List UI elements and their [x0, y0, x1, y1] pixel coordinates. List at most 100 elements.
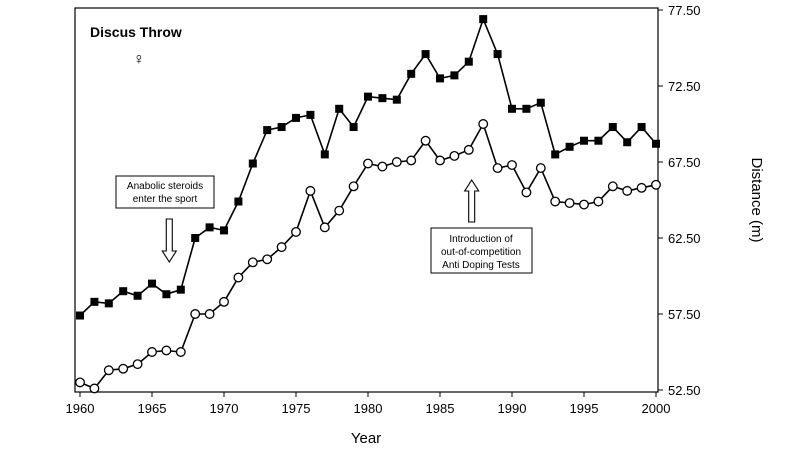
annotation-box	[430, 227, 533, 274]
x-tick-label: 1990	[498, 401, 527, 416]
series-2-point	[449, 150, 460, 161]
series-2-point	[391, 157, 402, 167]
series-2-point	[247, 257, 258, 268]
series-1-point	[378, 94, 387, 103]
series-2-point	[521, 187, 532, 198]
y-tick-label: 57.50	[668, 307, 701, 322]
series-2-point	[377, 161, 388, 172]
series-2-point	[348, 181, 359, 192]
female-symbol-icon: ♀	[133, 51, 145, 68]
series-2-point	[103, 365, 114, 376]
series-1-point	[608, 123, 617, 132]
series-1-point	[637, 123, 646, 132]
series-layer	[75, 15, 661, 394]
y-tick-label: 77.50	[668, 3, 701, 18]
series-2-point	[579, 199, 589, 210]
x-tick-label: 1975	[282, 401, 311, 416]
series-2-point	[420, 135, 431, 146]
series-1-point	[508, 104, 516, 113]
series-2-point	[535, 163, 546, 174]
series-2-point	[132, 359, 143, 370]
series-1-point	[248, 159, 257, 168]
series-2-point	[593, 196, 604, 207]
series-1-point	[565, 142, 574, 151]
series-1-point	[292, 113, 300, 122]
series-2-point	[607, 181, 618, 192]
series-2-point	[219, 296, 229, 307]
series-2-point	[406, 155, 417, 166]
series-2-point	[622, 185, 633, 196]
series-2-point	[161, 345, 172, 356]
series-2-point	[204, 309, 215, 319]
series-2-point	[118, 363, 129, 374]
series-2-point	[334, 205, 345, 216]
y-axis-label: Distance (m)	[748, 157, 765, 242]
series-1-point	[407, 69, 416, 78]
series-2-point	[564, 198, 575, 208]
series-1-point	[493, 50, 502, 59]
y-tick-label: 52.50	[668, 383, 701, 398]
y-tick-label: 72.50	[668, 79, 701, 94]
annotation-line: Anabolic steroids	[127, 181, 203, 192]
series-1-point	[76, 311, 84, 320]
series-1-point	[104, 299, 113, 308]
series-2-point	[550, 196, 561, 207]
series-1-point	[277, 123, 286, 132]
series-1-point	[450, 71, 459, 80]
annotation-line: enter the sport	[133, 194, 198, 205]
series-2-point	[651, 179, 661, 190]
series-1-point	[580, 136, 588, 145]
series-1-point	[133, 291, 142, 300]
series-2-point	[363, 158, 373, 169]
series-2-point	[291, 226, 301, 237]
series-2-point	[75, 377, 85, 388]
series-1-point	[335, 104, 344, 113]
series-2-point	[636, 182, 647, 193]
series-2-point	[507, 160, 517, 170]
series-2-point	[492, 163, 503, 174]
series-1-point	[522, 104, 531, 113]
up-arrow-icon	[463, 178, 480, 223]
series-1-point	[623, 138, 632, 147]
series-2-point	[276, 242, 287, 253]
series-1-point	[306, 110, 315, 119]
series-1-point	[392, 95, 401, 104]
series-2-point	[89, 383, 100, 394]
annotation-line: out-of-competition	[441, 247, 521, 258]
y-axis: 52.50 57.50 62.50 67.50 72.50 77.50	[658, 3, 701, 398]
series-2-point	[147, 347, 157, 357]
series-1-point	[320, 150, 329, 159]
x-tick-label: 1995	[570, 401, 599, 416]
series-1-point	[263, 126, 272, 135]
series-1-point	[234, 197, 243, 206]
series-1-point	[148, 279, 156, 288]
series-1-point	[464, 57, 473, 66]
series-1-point	[652, 139, 660, 148]
series-1-point	[220, 226, 228, 235]
series-2-point	[478, 119, 489, 129]
chart-title: Discus Throw	[90, 24, 182, 40]
series-2-point	[190, 309, 201, 319]
x-tick-label: 1970	[210, 401, 239, 416]
y-tick-label: 62.50	[668, 231, 701, 246]
series-1-point	[536, 98, 545, 107]
annotation-steroids: Anabolic steroids enter the sport	[115, 175, 215, 264]
x-tick-label: 1965	[138, 401, 167, 416]
series-2-point	[305, 185, 316, 196]
series-1-point	[349, 123, 358, 132]
x-tick-label: 2000	[642, 401, 671, 416]
series-1-point	[119, 287, 128, 296]
series-1-point	[191, 234, 200, 242]
y-tick-label: 67.50	[668, 155, 701, 170]
annotation-box	[115, 175, 215, 209]
series-1-point	[364, 92, 372, 101]
series-2-point	[233, 272, 244, 283]
annotation-line: Introduction of	[449, 234, 513, 245]
annotation-line: Anti Doping Tests	[442, 260, 520, 271]
series-2-point	[463, 144, 474, 155]
series-1-point	[176, 285, 185, 294]
down-arrow-shape	[161, 218, 178, 264]
series-2-point	[435, 155, 445, 166]
